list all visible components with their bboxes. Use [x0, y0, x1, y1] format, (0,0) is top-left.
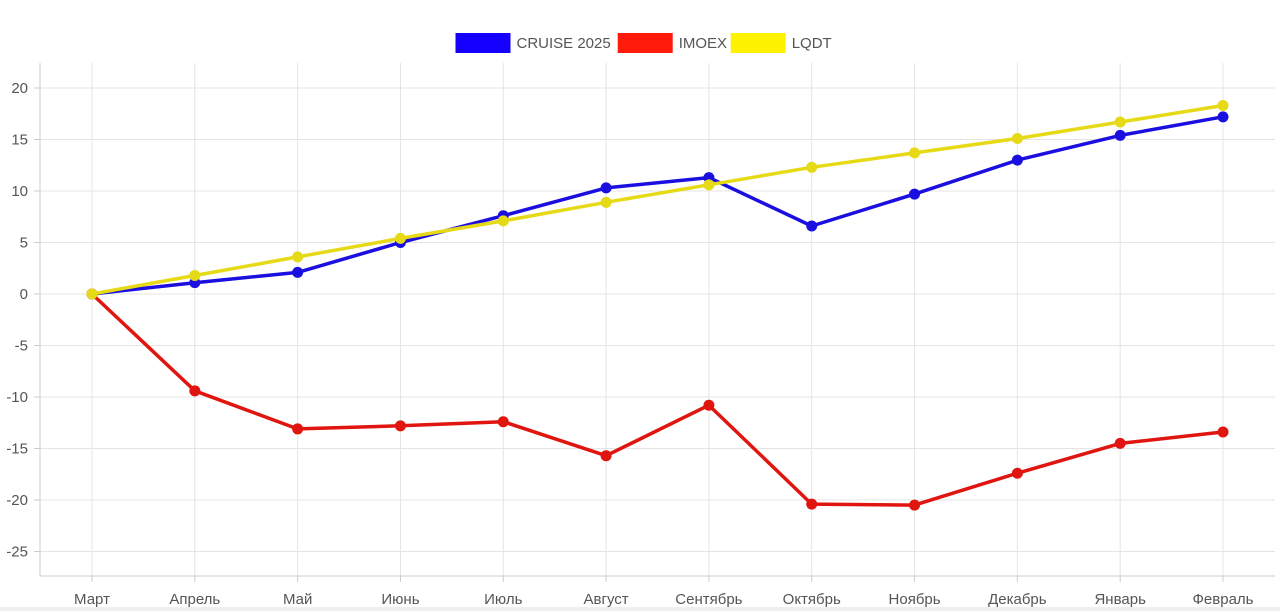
data-point — [1011, 132, 1023, 144]
legend-swatch — [730, 33, 786, 53]
series-2 — [86, 100, 1229, 300]
legend-swatch — [455, 33, 511, 53]
data-point — [1114, 129, 1126, 141]
data-point — [909, 147, 921, 159]
y-tick-label: 20 — [11, 80, 28, 97]
bottom-edge-strip — [0, 607, 1280, 611]
legend-swatch — [617, 33, 673, 53]
data-point — [86, 288, 98, 300]
y-tick-label: 10 — [11, 183, 28, 200]
data-point — [497, 215, 509, 227]
data-point — [806, 498, 818, 510]
data-point — [1114, 116, 1126, 128]
series-1 — [86, 288, 1229, 511]
data-point — [703, 399, 715, 411]
data-point — [1217, 426, 1229, 438]
legend-item: CRUISE 2025 — [455, 33, 611, 53]
x-tick-label: Май — [283, 591, 312, 608]
series-line — [90, 103, 1225, 296]
y-tick-label: -20 — [6, 492, 28, 509]
y-tick-label: -5 — [15, 338, 28, 355]
x-tick-label: Октябрь — [783, 591, 841, 608]
x-tick-label: Декабрь — [988, 591, 1047, 608]
data-point — [189, 269, 201, 281]
y-tick-label: 0 — [20, 286, 28, 303]
legend-item: LQDT — [730, 33, 832, 53]
data-point — [806, 220, 818, 232]
legend-item: IMOEX — [617, 33, 727, 53]
x-tick-label: Март — [74, 591, 110, 608]
data-point — [806, 161, 818, 173]
data-point — [1217, 111, 1229, 123]
data-point — [497, 416, 509, 428]
data-point — [394, 420, 406, 432]
y-axis-ticks: 20 15 10 5 0 -5 -10 -15 -20 -25 — [6, 80, 28, 561]
legend-label: IMOEX — [679, 35, 727, 52]
x-tick-label: Август — [584, 591, 629, 608]
series-line — [90, 292, 1225, 507]
x-tick-label: Сентябрь — [675, 591, 742, 608]
axes — [39, 63, 1275, 577]
x-tick-label: Ноябрь — [889, 591, 941, 608]
data-point — [189, 385, 201, 397]
x-tick-label: Февраль — [1193, 591, 1254, 608]
data-point — [909, 499, 921, 511]
data-point — [292, 251, 304, 263]
data-point — [1217, 100, 1229, 112]
series-line — [90, 115, 1225, 296]
x-tick-label: Июнь — [381, 591, 419, 608]
data-point — [600, 182, 612, 194]
y-tick-label: -25 — [6, 544, 28, 561]
data-point — [909, 188, 921, 200]
data-point — [703, 179, 715, 191]
y-tick-label: 15 — [11, 132, 28, 149]
y-tick-label: -15 — [6, 441, 28, 458]
legend-label: LQDT — [792, 35, 832, 52]
x-axis-ticks: Март Апрель Май Июнь Июль Август Сентябрь Октяб… — [74, 591, 1254, 608]
data-point — [394, 232, 406, 244]
y-tick-label: -10 — [6, 389, 28, 406]
data-point — [600, 450, 612, 462]
x-tick-label: Январь — [1094, 591, 1146, 608]
data-point — [1114, 437, 1126, 449]
grid-lines — [34, 63, 1275, 582]
x-tick-label: Апрель — [169, 591, 220, 608]
x-tick-label: Июль — [484, 591, 522, 608]
data-point — [1011, 154, 1023, 166]
y-tick-label: 5 — [20, 235, 28, 252]
series-lines — [86, 100, 1229, 511]
legend: CRUISE 2025 IMOEX LQDT — [455, 33, 832, 53]
legend-label: CRUISE 2025 — [517, 35, 611, 52]
data-point — [292, 266, 304, 278]
data-point — [600, 196, 612, 208]
data-point — [1011, 467, 1023, 479]
data-point — [292, 423, 304, 435]
